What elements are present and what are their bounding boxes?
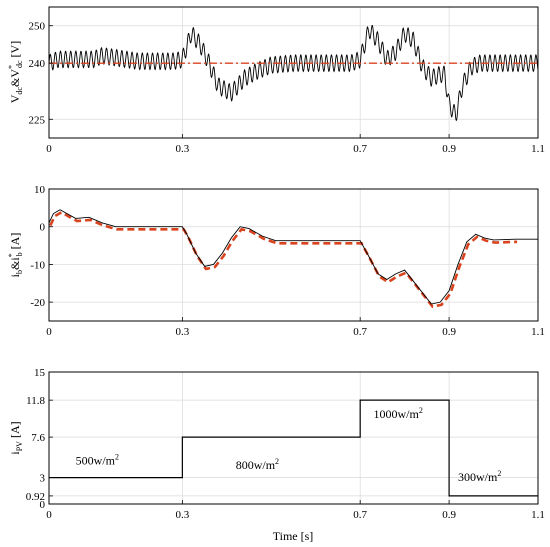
panel-ib-ylabel: ib&i*b [A] xyxy=(7,233,24,278)
x-tick-label: 0 xyxy=(46,143,52,155)
irradiance-value: 500w/m xyxy=(76,453,116,467)
y-tick-label: -10 xyxy=(30,259,45,271)
y-tick-label: -20 xyxy=(30,297,45,309)
panel-ib-grid xyxy=(49,189,538,321)
x-tick-label: 1.1 xyxy=(531,509,545,521)
panel-ipv-series xyxy=(49,399,538,497)
y-tick-label: 0 xyxy=(40,499,46,511)
x-tick-label: 0 xyxy=(46,326,52,338)
x-tick-label: 0.9 xyxy=(442,509,456,521)
ylabel-base: V xyxy=(8,94,22,103)
ylabel-sub2: dc xyxy=(15,60,24,68)
y-tick-label: 3 xyxy=(40,473,46,485)
ylabel-unit: [A] xyxy=(8,233,22,253)
y-tick-label: 250 xyxy=(29,21,46,33)
ylabel-mid: &i xyxy=(8,257,22,270)
ylabel-sub1: b xyxy=(15,270,24,274)
y-tick-label: 0.92 xyxy=(26,491,45,503)
panel-vdc-grid xyxy=(49,7,538,138)
y-tick-label: 10 xyxy=(34,184,46,196)
x-tick-label: 1.1 xyxy=(531,326,545,338)
series-line-0 xyxy=(48,24,539,122)
y-tick-label: 0 xyxy=(40,222,46,234)
panel-ipv-ylabel: iPV [A] xyxy=(8,421,24,454)
irradiance-label: 800w/m2 xyxy=(236,457,279,472)
panel-ipv-grid xyxy=(49,372,538,504)
x-tick-label: 0 xyxy=(46,509,52,521)
ylabel-base: i xyxy=(8,273,22,277)
irradiance-sup: 2 xyxy=(275,457,279,466)
x-tick-label: 0.3 xyxy=(175,143,189,155)
ylabel-unit: [A] xyxy=(8,421,22,441)
ylabel-sub1: dc xyxy=(15,87,24,95)
irradiance-value: 300w/m xyxy=(458,470,498,484)
panel-ipv-frame xyxy=(48,371,539,505)
x-tick-label: 0.7 xyxy=(353,326,367,338)
panel-vdc-frame xyxy=(48,6,539,139)
panel-ipv-ticks: 0 0.3 0.7 0.9 1.1 00.92 3 7.6 11.8 15 xyxy=(26,367,545,521)
panel-vdc-series xyxy=(48,24,539,122)
series-line-1 xyxy=(49,210,518,309)
panel-ib-frame xyxy=(48,188,539,322)
irradiance-label: 300w/m2 xyxy=(458,469,501,484)
x-tick-label: 0.3 xyxy=(175,326,189,338)
irradiance-sup: 2 xyxy=(419,406,423,415)
series-line-0 xyxy=(48,209,538,305)
panel-vdc-ticks: 0 0.3 0.7 0.9 1.1 225 240 250 xyxy=(29,21,545,155)
ylabel-sup: * xyxy=(7,253,16,257)
x-tick-label: 0.9 xyxy=(442,326,456,338)
x-tick-label: 1.1 xyxy=(531,143,545,155)
ylabel-mid: &V xyxy=(8,69,22,87)
y-tick-label: 225 xyxy=(29,114,46,126)
panel-ib-ticks: 0 0.3 0.7 0.9 1.1 10 0 -10 -20 xyxy=(30,184,545,338)
y-tick-label: 7.6 xyxy=(31,432,45,444)
y-tick-label: 15 xyxy=(34,367,46,379)
y-tick-label: 240 xyxy=(29,58,46,70)
series-line-0 xyxy=(49,399,538,497)
ylabel-base: i xyxy=(8,451,22,455)
irradiance-value: 1000w/m xyxy=(374,407,420,421)
ylabel-unit: [V] xyxy=(8,41,22,61)
x-tick-label: 0.7 xyxy=(353,509,367,521)
panel-ib-series xyxy=(48,209,538,309)
panel-vdc-ylabel: Vdc&V*dc [V] xyxy=(7,41,24,103)
x-tick-label: 0.9 xyxy=(442,143,456,155)
ylabel-sup: * xyxy=(7,65,16,69)
x-tick-label: 0.7 xyxy=(353,143,367,155)
irradiance-sup: 2 xyxy=(115,452,119,461)
irradiance-label: 1000w/m2 xyxy=(374,406,423,421)
panel-ipv-xlabel: Time [s] xyxy=(273,529,314,543)
ylabel-sub1: PV xyxy=(15,441,24,451)
irradiance-label: 500w/m2 xyxy=(76,452,119,467)
ylabel-sub2: b xyxy=(15,252,24,256)
y-tick-label: 11.8 xyxy=(26,395,45,407)
x-tick-label: 0.3 xyxy=(175,509,189,521)
irradiance-value: 800w/m xyxy=(236,458,276,472)
irradiance-sup: 2 xyxy=(497,469,501,478)
